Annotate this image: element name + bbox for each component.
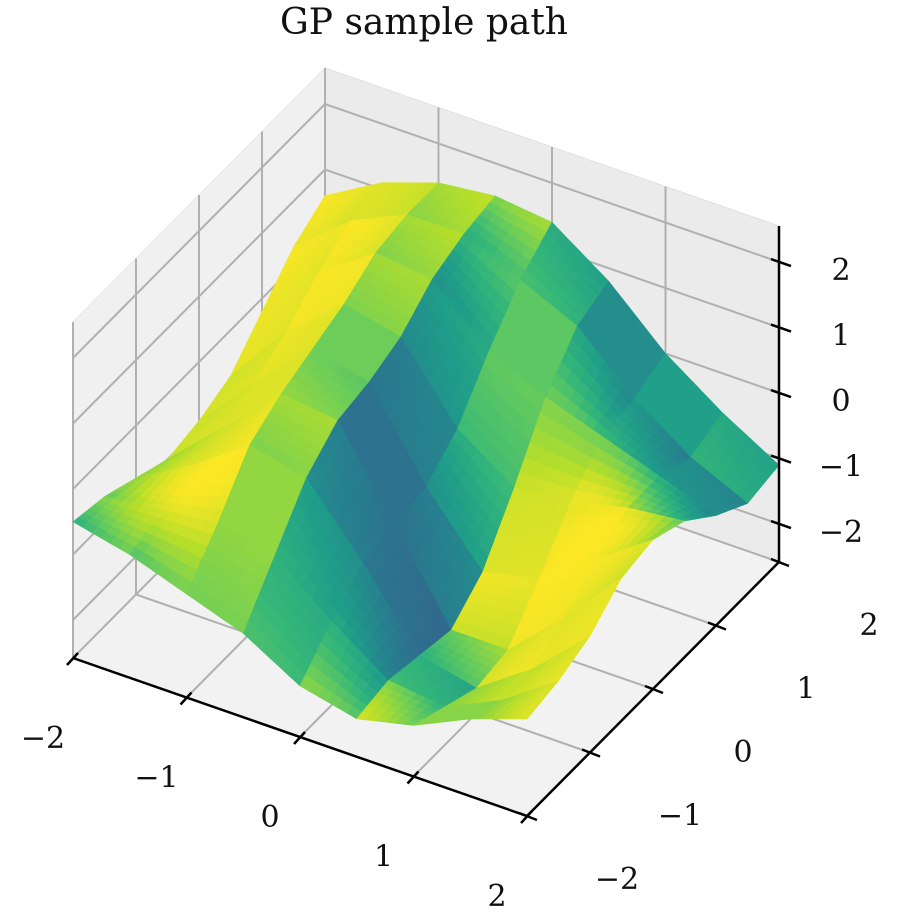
y-tick-label: 2 (859, 608, 878, 643)
surface-patch (516, 712, 533, 720)
z-tick (770, 323, 792, 333)
y-tick-label: 0 (733, 735, 752, 770)
y-tick-label: 1 (796, 672, 815, 707)
x-tick-label: 0 (260, 800, 279, 835)
y-tick (581, 748, 601, 758)
z-tick (770, 454, 792, 464)
z-tick-label: −1 (819, 450, 863, 485)
y-tick-label: −1 (658, 799, 702, 834)
chart-title: GP sample path (280, 2, 568, 43)
x-tick-label: 2 (487, 879, 506, 914)
y-tick-label: −2 (595, 862, 639, 897)
z-tick-label: 2 (831, 253, 850, 288)
x-tick (520, 810, 533, 824)
axis-ticks: −2 −2 −2 −1 −1 −1 0 0 0 1 1 1 2 2 2 (21, 253, 879, 914)
x-tick (66, 652, 79, 666)
z-grid-line (72, 102, 780, 359)
x-tick (406, 770, 420, 785)
y-tick (707, 621, 727, 631)
z-tick (770, 257, 792, 268)
z-tick (770, 388, 792, 399)
x-tick (179, 691, 193, 706)
z-tick-label: 1 (831, 319, 850, 354)
y-tick (770, 557, 790, 568)
x-tick (293, 731, 306, 745)
x-tick-label: −1 (134, 761, 178, 796)
x-tick-label: −2 (21, 721, 65, 756)
z-tick (770, 519, 792, 530)
y-tick (644, 684, 664, 695)
z-tick-label: 0 (831, 384, 850, 419)
z-tick-label: −2 (819, 515, 863, 550)
x-tick-label: 1 (374, 840, 393, 875)
surface-mesh (72, 182, 780, 726)
